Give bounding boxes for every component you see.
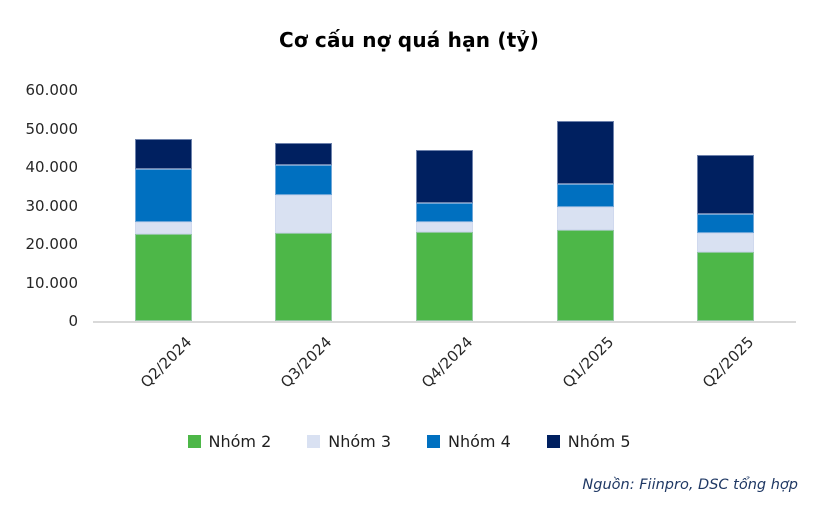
- legend-label: Nhóm 3: [328, 432, 391, 451]
- chart-title: Cơ cấu nợ quá hạn (tỷ): [278, 28, 540, 52]
- stacked-bar-q4-2024: [416, 150, 473, 321]
- y-axis-tick-label: 10.000: [25, 273, 79, 292]
- x-axis-tick-label: Q2/2025: [699, 333, 758, 392]
- legend-item-nhóm-5: Nhóm 5: [546, 432, 631, 451]
- stacked-bar-q3-2024: [275, 143, 333, 321]
- legend-item-nhóm-2: Nhóm 2: [187, 432, 272, 451]
- x-axis-tick-label: Q2/2024: [136, 333, 196, 392]
- bar-segment-nhóm-5: [556, 121, 614, 185]
- x-axis-line: [93, 321, 796, 323]
- legend-label: Nhóm 4: [448, 432, 511, 451]
- stacked-bar-q2-2025: [697, 154, 755, 321]
- bar-segment-nhóm-3: [275, 194, 333, 234]
- y-axis-tick-label: 30.000: [25, 196, 79, 215]
- x-axis-tick-label: Q4/2024: [417, 333, 477, 392]
- source-note: Nguồn: Fiinpro, DSC tổng hợp: [582, 477, 798, 493]
- bar-segment-nhóm-3: [134, 221, 192, 235]
- legend-swatch-icon: [546, 435, 560, 448]
- bar-segment-nhóm-5: [416, 150, 473, 203]
- x-axis-tick-label: Q1/2025: [558, 333, 617, 392]
- bar-segment-nhóm-5: [275, 143, 333, 166]
- bar-segment-nhóm-2: [697, 251, 755, 321]
- bar-segment-nhóm-2: [416, 232, 473, 321]
- bar-segment-nhóm-3: [416, 222, 473, 233]
- bar-segment-nhóm-2: [556, 230, 614, 321]
- y-axis-tick-label: 60.000: [25, 81, 79, 99]
- legend-swatch-icon: [187, 435, 201, 448]
- bar-segment-nhóm-2: [134, 234, 192, 321]
- y-axis-tick-label: 20.000: [25, 235, 79, 253]
- legend-swatch-icon: [307, 435, 321, 448]
- bar-segment-nhóm-4: [697, 213, 755, 233]
- x-axis-tick-label: Q3/2024: [277, 333, 336, 392]
- legend-item-nhóm-3: Nhóm 3: [307, 432, 391, 451]
- legend-swatch-icon: [427, 435, 440, 448]
- y-axis-tick-label: 40.000: [25, 158, 79, 176]
- bar-segment-nhóm-4: [416, 202, 473, 223]
- legend: Nhóm 2 Nhóm 3 Nhóm 4 Nhóm 5: [0, 432, 818, 451]
- y-axis-tick-label: 50.000: [25, 119, 79, 138]
- y-axis-tick-label: 0: [68, 312, 78, 330]
- bar-segment-nhóm-4: [134, 168, 192, 222]
- bar-segment-nhóm-2: [275, 233, 333, 321]
- bar-segment-nhóm-4: [275, 165, 333, 195]
- bar-segment-nhóm-5: [697, 154, 755, 214]
- bar-segment-nhóm-5: [134, 139, 192, 169]
- stacked-bar-q1-2025: [556, 121, 614, 321]
- legend-label: Nhóm 5: [567, 432, 631, 451]
- legend-label: Nhóm 2: [208, 432, 272, 451]
- legend-item-nhóm-4: Nhóm 4: [427, 432, 511, 451]
- bar-segment-nhóm-4: [556, 184, 614, 207]
- bar-segment-nhóm-3: [697, 232, 755, 252]
- bar-segment-nhóm-3: [556, 206, 614, 231]
- stacked-bar-q2-2024: [134, 139, 192, 321]
